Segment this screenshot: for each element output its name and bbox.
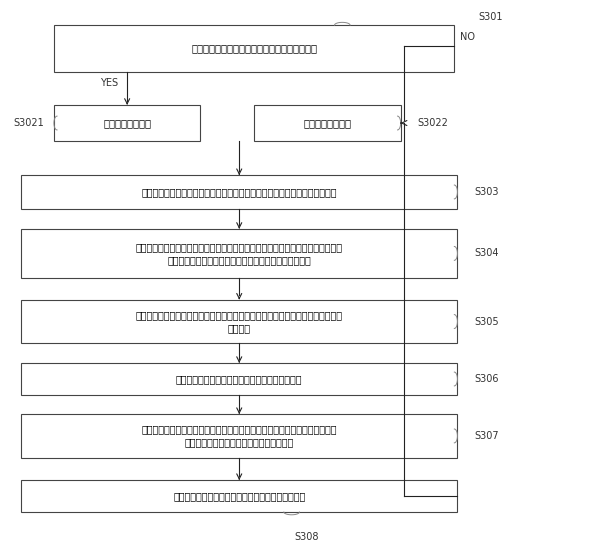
Bar <box>54 25 454 72</box>
Text: NO: NO <box>461 32 475 42</box>
Text: S304: S304 <box>474 248 499 258</box>
Text: S3021: S3021 <box>13 118 44 128</box>
Text: 当所述输入盘管温度大于等于稳定工作点的温度值时: 当所述输入盘管温度大于等于稳定工作点的温度值时 <box>173 491 306 501</box>
Text: S301: S301 <box>478 12 503 22</box>
Bar <box>21 363 458 395</box>
Text: S306: S306 <box>474 374 499 384</box>
Text: S3022: S3022 <box>417 118 448 128</box>
Bar <box>54 105 200 141</box>
Text: S305: S305 <box>474 317 499 326</box>
Text: 进入正常控制模式: 进入正常控制模式 <box>303 118 351 128</box>
Bar <box>21 480 458 512</box>
Text: S308: S308 <box>295 532 319 542</box>
Bar <box>21 229 458 278</box>
Text: 空调器工作在制冷模式则选择第一盘管温度和第二盘管温度中较低的一个作为输入
盘管温度: 空调器工作在制冷模式则选择第一盘管温度和第二盘管温度中较低的一个作为输入 盘管温… <box>136 310 343 333</box>
Text: 进入差速控制模式: 进入差速控制模式 <box>103 118 151 128</box>
Text: S307: S307 <box>474 431 499 441</box>
Bar <box>21 414 458 458</box>
Text: 采样对应第一风机的第一换热器的第一盘管温度以及对应第二风机的第二换热器的
第二盘管温度，并比较所述第一盘管温度和第二盘管温度: 采样对应第一风机的第一换热器的第一盘管温度以及对应第二风机的第二换热器的 第二盘… <box>136 242 343 265</box>
Text: 根据所述第一风机的转速和第二风机的转速差值判定所述转速差值所处的档位: 根据所述第一风机的转速和第二风机的转速差值判定所述转速差值所处的档位 <box>142 187 337 197</box>
Bar <box>21 300 458 343</box>
Bar <box>21 175 458 209</box>
Text: 当所述输入盘管温度相对于稳定工作点的变化率为负时，压缩机降频运行；压
缩机的降频速率随所述变化率的增大而增大: 当所述输入盘管温度相对于稳定工作点的变化率为负时，压缩机降频运行；压 缩机的降频… <box>142 424 337 447</box>
Text: 计算所述输入盘管温度相对于稳定工作点的变化率: 计算所述输入盘管温度相对于稳定工作点的变化率 <box>176 374 303 384</box>
Text: YES: YES <box>100 78 118 89</box>
Bar <box>254 105 401 141</box>
Text: 判定第一风机的转速和第二风机的转速是否不同: 判定第一风机的转速和第二风机的转速是否不同 <box>191 43 317 54</box>
Text: S303: S303 <box>474 187 499 197</box>
